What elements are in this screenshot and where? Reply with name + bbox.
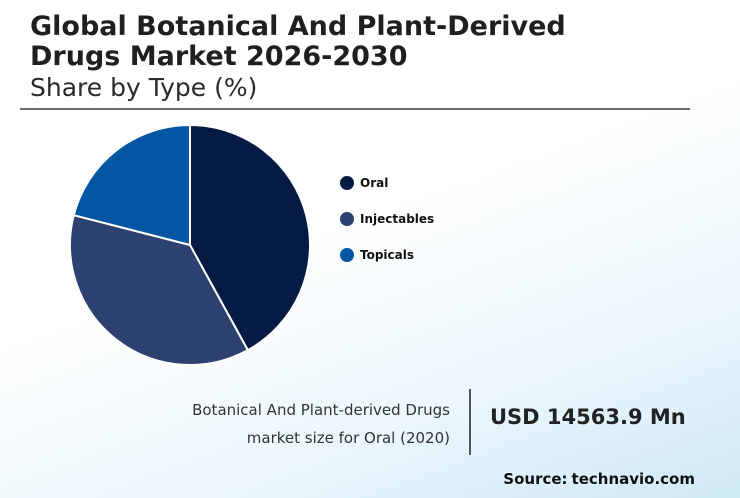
stat-divider [469, 389, 471, 455]
legend-item-oral: Oral [340, 174, 434, 192]
legend-swatch [340, 212, 354, 226]
chart-subtitle: Share by Type (%) [30, 73, 258, 102]
chart-title-line-1: Global Botanical And Plant-Derived [30, 11, 566, 42]
source-label: Source: [503, 470, 568, 488]
legend-swatch [340, 176, 354, 190]
chart-title: Global Botanical And Plant-Derived Drugs… [30, 12, 670, 72]
pie-slice-injectables [69, 213, 250, 366]
legend-swatch [340, 248, 354, 262]
legend-label: Injectables [360, 212, 435, 226]
legend-item-topicals: Topicals [340, 246, 434, 264]
pie-chart [69, 123, 311, 366]
pie-slice-topicals [72, 123, 191, 247]
market-size-value: USD 14563.9 Mn [490, 405, 686, 429]
market-size-label-line-2: market size for Oral (2020) [246, 429, 450, 447]
legend-item-injectables: Injectables [340, 210, 434, 228]
pie-slice-oral [189, 123, 311, 352]
legend-label: Oral [360, 176, 389, 190]
chart-legend: Oral Injectables Topicals [340, 174, 434, 282]
legend-label: Topicals [360, 248, 415, 262]
market-size-label-line-1: Botanical And Plant-derived Drugs [192, 401, 450, 419]
chart-title-line-2: Drugs Market 2026-2030 [30, 41, 408, 72]
chart-title-block: Global Botanical And Plant-Derived Drugs… [30, 12, 670, 103]
source-value: technavio.com [571, 470, 695, 488]
market-size-label: Botanical And Plant-derived Drugs market… [130, 396, 450, 452]
header-divider [20, 108, 690, 110]
source-credit: Source: technavio.com [503, 470, 695, 488]
